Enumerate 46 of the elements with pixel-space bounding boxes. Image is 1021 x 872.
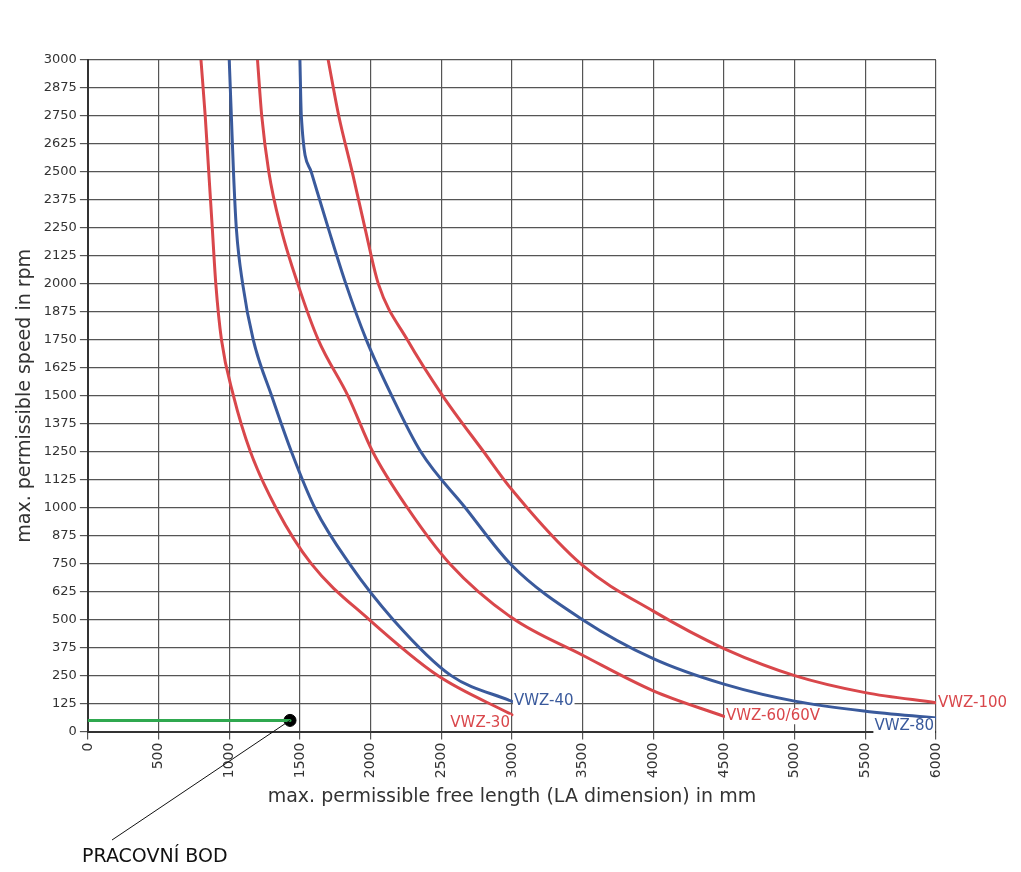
series-label: VWZ-30 [450, 712, 510, 731]
x-tick-label: 2000 [361, 742, 378, 779]
y-tick-label: 2750 [43, 107, 77, 123]
x-tick-label: 3500 [573, 742, 590, 779]
x-tick-label: 500 [149, 742, 166, 770]
y-tick-label: 1000 [43, 499, 77, 515]
y-tick-label: 500 [52, 611, 77, 627]
y-tick-label: 2875 [43, 79, 77, 95]
y-tick-label: 1500 [43, 387, 77, 403]
y-tick-label: 625 [52, 583, 77, 599]
y-tick-label: 250 [52, 666, 77, 682]
x-tick-label: 0 [78, 742, 95, 752]
x-tick-label: 4500 [714, 742, 731, 779]
y-tick-label: 1125 [43, 471, 77, 487]
y-tick-label: 750 [52, 555, 77, 571]
y-tick-label: 2250 [43, 219, 77, 235]
series-label: VWZ-40 [513, 691, 574, 710]
x-tick-label: 2500 [431, 742, 448, 779]
y-tick-label: 375 [52, 639, 77, 654]
x-tick-label: 5500 [855, 742, 872, 779]
y-tick-label: 875 [52, 527, 77, 543]
series-label: VWZ-100 [938, 692, 1008, 711]
y-axis-title: max. permissible speed in rpm [12, 248, 35, 543]
x-tick-label: 4000 [643, 742, 660, 779]
x-axis-title: max. permissible free length (LA dimension) in mm [267, 783, 757, 806]
y-tick-label: 1875 [43, 303, 77, 319]
annotation: PRACOVNÍ BOD [82, 844, 228, 866]
y-tick-label: 1250 [43, 443, 77, 459]
series-label: VWZ-60/60V [725, 706, 821, 725]
x-tick-label: 1500 [290, 742, 307, 779]
y-tick-label: 2375 [43, 191, 77, 207]
x-tick-label: 1000 [219, 742, 236, 779]
y-tick-label: 0 [68, 722, 77, 738]
x-tick-label: 5000 [785, 742, 802, 779]
y-tick-label: 1750 [43, 331, 77, 347]
y-tick-label: 3000 [43, 51, 77, 67]
y-tick-label: 2000 [43, 275, 77, 291]
x-tick-label: 6000 [926, 742, 943, 779]
y-tick-label: 1375 [43, 415, 77, 431]
y-tick-label: 1625 [43, 359, 77, 375]
x-tick-label: 3000 [502, 742, 519, 779]
y-tick-label: 2625 [43, 135, 77, 151]
y-tick-label: 125 [52, 694, 77, 710]
y-tick-label: 2125 [43, 247, 77, 263]
y-tick-label: 2500 [43, 163, 77, 179]
series-label: VWZ-80 [874, 715, 934, 734]
